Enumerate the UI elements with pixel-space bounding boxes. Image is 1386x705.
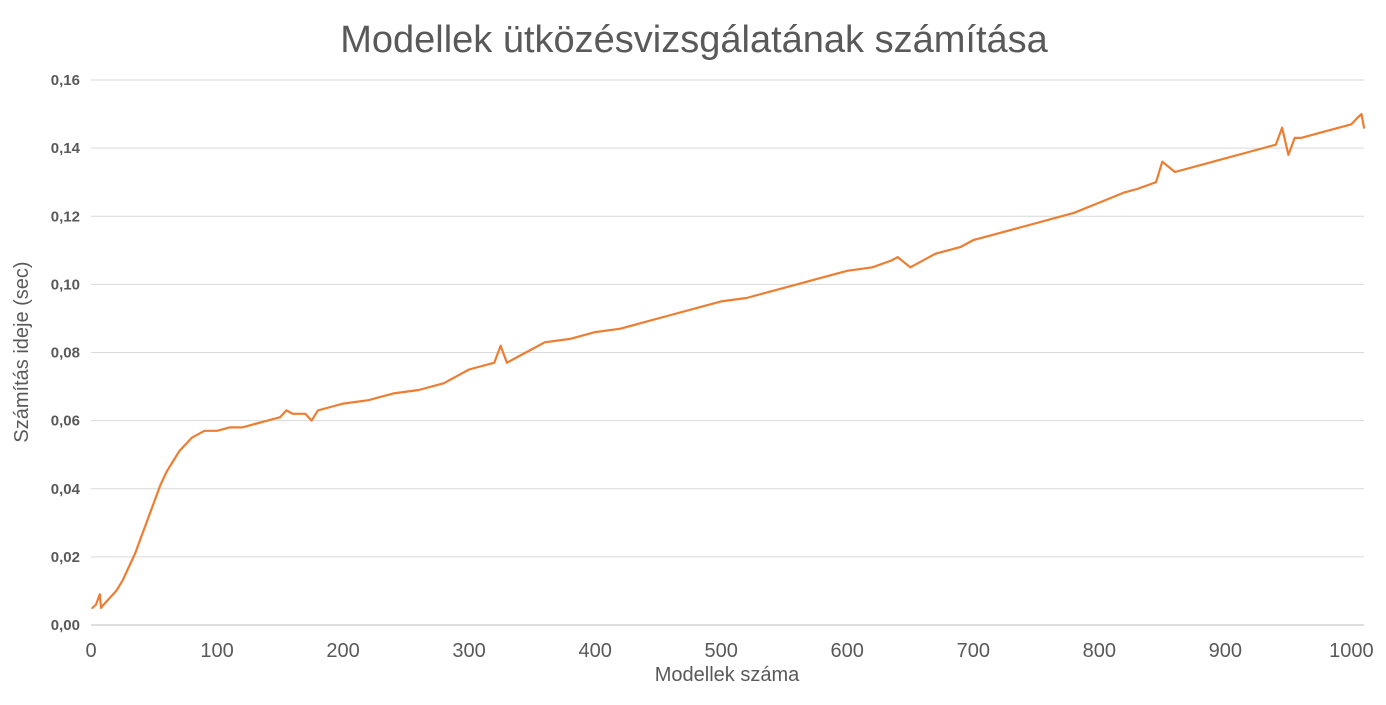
x-tick-label: 100 (200, 640, 233, 662)
y-axis-label: Számítás ideje (sec) (11, 261, 33, 442)
series-line (91, 112, 1366, 610)
gridlines (91, 79, 1364, 626)
x-tick-label: 600 (831, 640, 864, 662)
x-axis-ticks: 0 100 200 300 400 500 600 700 800 900 1000 (85, 640, 1373, 662)
y-axis-ticks: 0,00 0,02 0,04 0,06 0,08 0,10 0,12 0,14 0,16 (51, 72, 81, 634)
x-tick-label: 700 (957, 640, 990, 662)
x-tick-label: 500 (705, 640, 738, 662)
y-tick-label: 0,14 (51, 140, 81, 157)
x-tick-label: 300 (452, 640, 485, 662)
y-tick-label: 0,04 (51, 481, 81, 498)
chart-title: Modellek ütközésvizsgálatának számítása (340, 19, 1048, 61)
y-tick-label: 0,12 (51, 208, 80, 225)
x-tick-label: 400 (578, 640, 611, 662)
y-tick-label: 0,10 (51, 276, 80, 293)
x-tick-label: 200 (326, 640, 359, 662)
x-tick-label: 0 (85, 640, 96, 662)
x-tick-label: 800 (1083, 640, 1116, 662)
x-tick-label: 1000 (1329, 640, 1374, 662)
y-tick-label: 0,00 (51, 617, 80, 634)
y-tick-label: 0,16 (51, 72, 80, 89)
plot-area (91, 112, 1366, 610)
y-tick-label: 0,06 (51, 413, 80, 430)
x-axis-label: Modellek száma (655, 664, 800, 686)
y-tick-label: 0,08 (51, 345, 80, 362)
y-tick-label: 0,02 (51, 549, 80, 566)
x-tick-label: 900 (1209, 640, 1242, 662)
